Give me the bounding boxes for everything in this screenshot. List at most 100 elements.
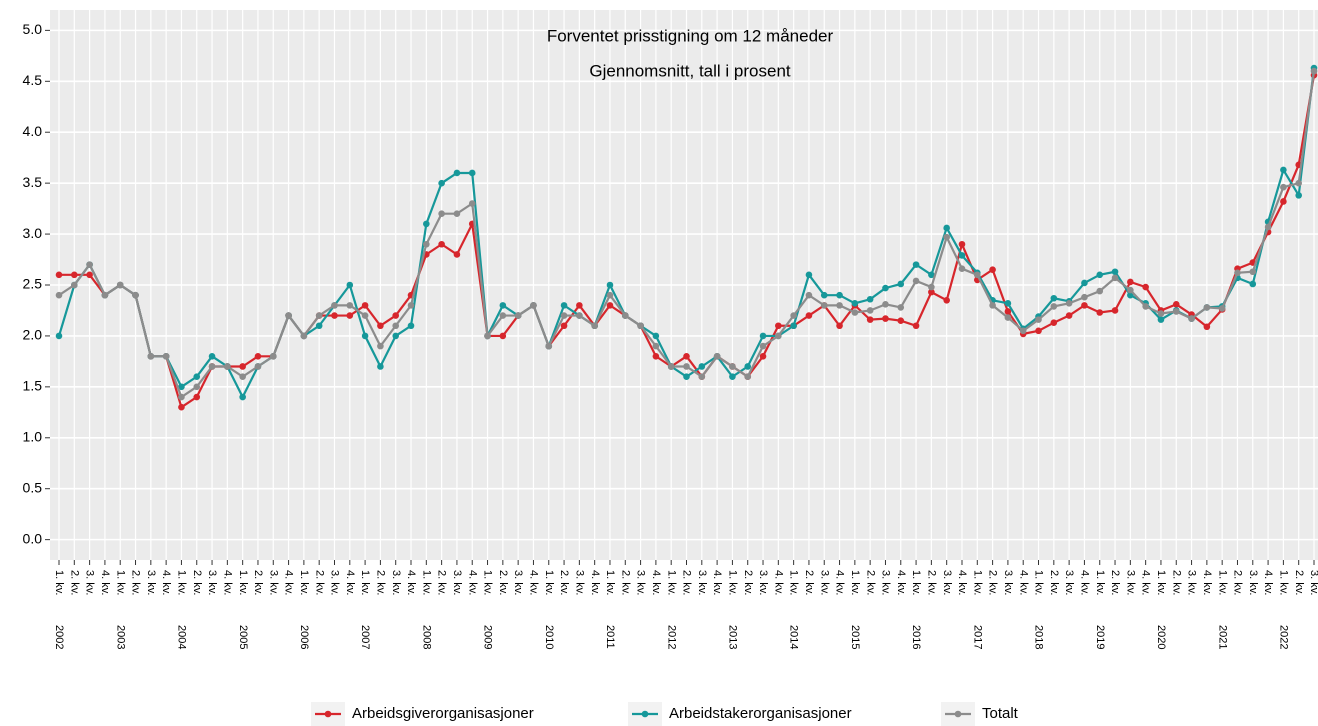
data-point [453, 251, 461, 258]
x-year-label: 2014 [788, 625, 800, 649]
data-point [86, 261, 93, 268]
data-point [453, 169, 461, 177]
x-tick-label: 3. kv. [267, 570, 279, 595]
x-tick-label: 3. kv. [1308, 570, 1318, 595]
x-tick-label: 3. kv. [941, 570, 953, 595]
data-point [1004, 300, 1012, 307]
data-point [1050, 319, 1058, 326]
x-tick-label: 1. kv. [237, 570, 249, 595]
data-point [377, 322, 384, 330]
data-point [683, 352, 690, 360]
x-year-label: 2021 [1216, 625, 1228, 649]
data-point [1157, 310, 1165, 317]
data-point [851, 309, 859, 316]
data-point [499, 312, 507, 319]
legend-dot [324, 710, 332, 718]
x-tick-label: 4. kv. [895, 570, 907, 595]
data-point [1081, 279, 1088, 287]
x-tick-label: 2. kv. [68, 570, 80, 595]
data-point [943, 233, 950, 241]
x-tick-label: 1. kv. [1216, 570, 1228, 595]
x-tick-label: 3. kv. [1124, 570, 1136, 595]
data-point [1081, 293, 1088, 301]
data-point [1004, 314, 1012, 321]
data-point [377, 363, 384, 370]
data-point [407, 302, 415, 309]
chart-title: Forventet prisstigning om 12 måneder [547, 26, 834, 45]
data-point [300, 332, 308, 340]
data-point [468, 200, 476, 207]
data-point [1280, 166, 1287, 174]
data-point [866, 295, 874, 303]
data-point [1142, 283, 1149, 291]
x-year-label: 2010 [543, 625, 555, 649]
data-point [193, 383, 201, 391]
data-point [820, 302, 828, 309]
data-point [346, 302, 354, 309]
data-point [897, 317, 905, 324]
x-tick-label: 3. kv. [573, 570, 585, 595]
data-point [239, 373, 246, 380]
x-tick-label: 2. kv. [130, 570, 142, 595]
x-tick-label: 2. kv. [252, 570, 264, 595]
x-tick-label: 3. kv. [206, 570, 218, 595]
data-point [637, 322, 644, 330]
x-tick-label: 2. kv. [742, 570, 754, 595]
x-year-label: 2016 [910, 625, 922, 649]
data-point [1280, 198, 1287, 205]
data-point [55, 332, 63, 340]
data-point [1295, 192, 1302, 199]
data-point [224, 363, 231, 370]
x-tick-label: 2. kv. [374, 570, 386, 595]
x-tick-label: 3. kv. [757, 570, 769, 595]
data-point [1035, 327, 1042, 335]
data-point [790, 312, 797, 319]
x-year-label: 2015 [849, 625, 861, 649]
x-tick-label: 2. kv. [681, 570, 693, 595]
data-point [866, 316, 874, 323]
x-year-label: 2007 [359, 625, 371, 649]
data-point [1188, 315, 1195, 322]
x-tick-label: 1. kv. [1094, 570, 1106, 595]
data-point [361, 312, 369, 319]
data-point [805, 291, 813, 299]
data-point [1004, 308, 1012, 315]
data-point [499, 302, 507, 309]
data-point [560, 312, 568, 319]
data-point [346, 281, 354, 289]
data-point [1096, 287, 1104, 295]
data-point [1127, 291, 1134, 299]
data-point [958, 240, 966, 248]
data-point [1172, 308, 1180, 315]
x-tick-label: 3. kv. [696, 570, 708, 595]
data-point [744, 363, 752, 370]
data-point [545, 342, 553, 350]
data-point [928, 283, 935, 291]
data-point [882, 315, 889, 322]
x-tick-label: 1. kv. [971, 570, 983, 595]
legend-label: Totalt [982, 705, 1019, 722]
data-point [713, 352, 721, 360]
x-year-label: 2020 [1155, 625, 1167, 649]
x-tick-label: 3. kv. [145, 570, 157, 595]
data-point [269, 352, 277, 360]
x-tick-label: 3. kv. [84, 570, 96, 595]
x-tick-label: 1. kv. [788, 570, 800, 595]
data-point [1249, 268, 1257, 276]
data-point [759, 342, 767, 350]
data-point [989, 266, 996, 274]
x-tick-label: 4. kv. [528, 570, 540, 595]
x-tick-label: 4. kv. [1079, 570, 1091, 595]
data-point [132, 291, 139, 299]
x-tick-label: 1. kv. [910, 570, 922, 595]
data-point [208, 352, 216, 360]
x-tick-label: 1. kv. [727, 570, 739, 595]
data-point [606, 281, 614, 289]
data-point [928, 288, 935, 296]
x-year-label: 2002 [53, 625, 65, 649]
data-point [55, 291, 63, 299]
data-point [392, 312, 400, 319]
x-tick-label: 2. kv. [1048, 570, 1060, 595]
x-tick-label: 3. kv. [880, 570, 892, 595]
